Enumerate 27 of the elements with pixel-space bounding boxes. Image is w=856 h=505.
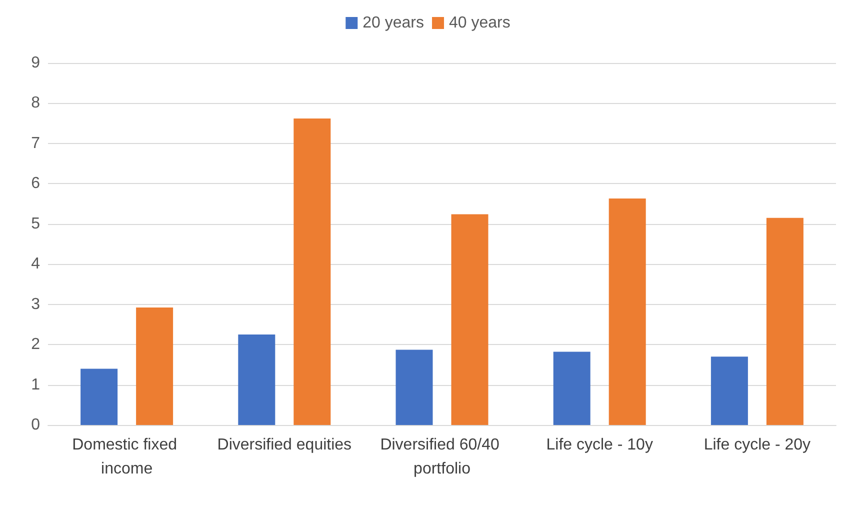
x-tick-label: Life cycle - 10y: [546, 436, 653, 454]
y-tick-label: 9: [31, 54, 40, 72]
y-tick-label: 5: [31, 215, 40, 232]
y-tick-label: 8: [31, 94, 40, 112]
x-tick-label: Diversified 60/40 portfolio: [380, 436, 504, 478]
legend-label: 40 years: [449, 14, 510, 32]
y-tick-label: 0: [31, 416, 40, 434]
bar: [608, 198, 646, 425]
y-tick-label: 2: [31, 336, 40, 354]
x-tick-label: Life cycle - 20y: [704, 436, 811, 454]
bar: [553, 352, 590, 425]
x-tick-label: Domestic fixed income: [72, 436, 182, 478]
bar: [80, 368, 118, 425]
x-tick-label: Diversified equities: [217, 436, 352, 454]
bar: [294, 118, 331, 425]
y-tick-label: 6: [31, 175, 40, 192]
legend-label: 20 years: [362, 14, 424, 32]
y-tick-label: 3: [31, 296, 40, 313]
bar: [766, 218, 804, 425]
y-tick-label: 7: [31, 134, 40, 152]
bar: [396, 350, 433, 425]
bar: [136, 308, 174, 425]
bar: [451, 214, 488, 425]
bar: [710, 356, 748, 425]
y-tick-label: 1: [31, 376, 40, 394]
bar: [238, 334, 276, 425]
y-tick-label: 4: [31, 256, 40, 273]
